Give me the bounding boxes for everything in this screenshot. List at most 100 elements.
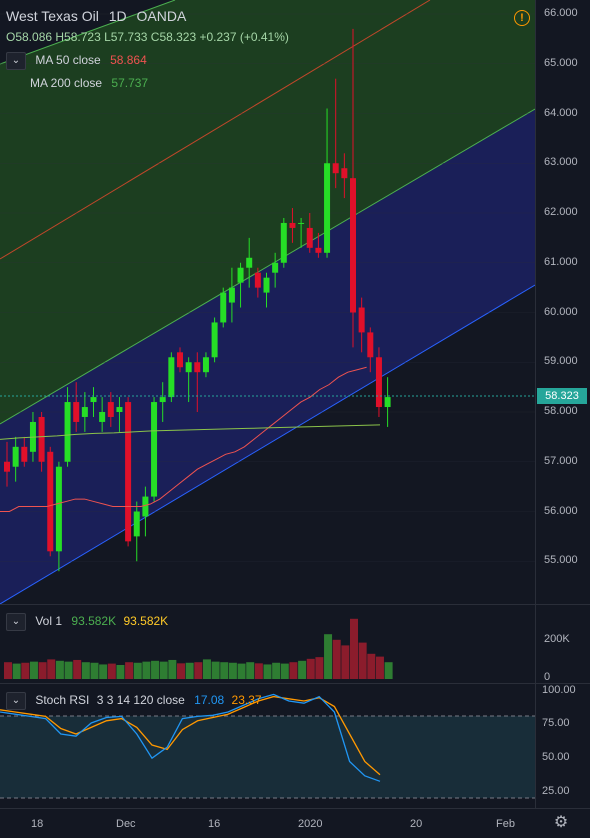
volume-bar [168, 659, 177, 679]
volume-bar [220, 662, 229, 679]
price-axis-label: 64.000 [544, 106, 578, 119]
volume-bar [55, 660, 64, 679]
chevron-down-icon[interactable]: ⌄ [6, 613, 26, 631]
ma200-value: 57.737 [111, 76, 149, 90]
candle [125, 397, 132, 547]
rsi-axis-label: 75.00 [542, 717, 570, 729]
volume-value-1: 93.582K [71, 614, 117, 629]
regression-line [0, 0, 431, 260]
time-axis[interactable]: 18 Dec 16 2020 20 Feb ⚙ [0, 809, 590, 838]
volume-bar [272, 662, 281, 679]
candle-body [332, 163, 339, 174]
candle-body [142, 496, 149, 517]
candle-body [280, 222, 287, 263]
volume-bar [375, 656, 384, 679]
candle-body [384, 397, 391, 408]
candle-body [185, 362, 192, 373]
ma200-line [0, 424, 381, 440]
candle [375, 347, 382, 417]
stoch-rsi-params: 3 3 14 120 close [96, 693, 185, 708]
volume-bar [350, 618, 358, 679]
candle [367, 327, 374, 373]
candle [280, 217, 287, 268]
volume-chart [4, 618, 393, 679]
stoch-rsi-pane[interactable]: ⌄ Stoch RSI 3 3 14 120 close 17.08 23.37 [0, 684, 535, 808]
candle-body [341, 168, 348, 179]
candle-body [116, 407, 123, 412]
alert-icon[interactable]: ! [514, 10, 530, 26]
price-axis-label: 56.000 [544, 504, 578, 517]
price-axis[interactable]: 66.000 65.000 64.000 63.000 62.000 61.000 60.0… [535, 0, 590, 604]
time-label: 20 [410, 818, 423, 830]
volume-bar [47, 659, 56, 679]
candle-body [298, 222, 305, 224]
price-axis-label: 60.000 [544, 305, 578, 318]
price-chart[interactable] [0, 0, 535, 604]
ma200-legend[interactable]: MA 200 close 57.737 [30, 76, 148, 90]
candle [341, 153, 348, 199]
price-axis-label: 63.000 [544, 156, 578, 169]
channel-mid-line [0, 108, 535, 425]
candle [254, 267, 261, 298]
volume-bar [12, 663, 21, 679]
lower-channel-fill [0, 109, 535, 604]
candle [151, 397, 158, 502]
candle-body [358, 307, 365, 333]
candle-body [375, 357, 382, 408]
candle [384, 377, 391, 427]
stoch-rsi-label: Stoch RSI [35, 693, 90, 708]
ma200-label: MA 200 close [30, 76, 103, 90]
candle [81, 392, 88, 432]
candle-body [211, 322, 218, 358]
candle-body [306, 227, 313, 248]
upper-channel-fill [0, 0, 535, 424]
candle-body [254, 272, 261, 288]
symbol-name[interactable]: West Texas Oil [6, 8, 99, 24]
candle-body [55, 466, 62, 552]
volume-axis[interactable]: 200K 0 [535, 605, 590, 683]
candle-body [350, 178, 356, 313]
volume-bar [298, 660, 307, 679]
volume-bar [116, 665, 125, 679]
stoch-k-line [0, 693, 381, 782]
volume-pane[interactable]: ⌄ Vol 1 93.582K 93.582K [0, 605, 535, 683]
candle [99, 397, 106, 432]
candle-body [289, 222, 296, 228]
candle [332, 78, 339, 189]
symbol-header: West Texas Oil 1D OANDA [6, 8, 186, 24]
volume-legend[interactable]: ⌄ Vol 1 93.582K 93.582K [6, 613, 168, 631]
candle [289, 208, 296, 243]
candle [73, 382, 80, 432]
price-axis-label: 55.000 [544, 554, 578, 567]
candle [168, 352, 175, 403]
rsi-band [0, 716, 535, 798]
price-pane[interactable]: West Texas Oil 1D OANDA O58.086 H58.723 … [0, 0, 535, 604]
candle-body [202, 357, 209, 373]
volume-bar [151, 660, 160, 679]
candle [211, 317, 218, 363]
candle-body [125, 402, 132, 542]
candle-body [272, 262, 279, 273]
ma50-legend[interactable]: ⌄ MA 50 close 58.864 [6, 52, 147, 70]
time-label: 18 [31, 818, 44, 830]
candle-body [12, 446, 19, 467]
gear-icon[interactable]: ⚙ [553, 814, 569, 831]
volume-bar [358, 642, 367, 679]
volume-bar [263, 664, 272, 679]
candle-body [220, 292, 227, 323]
volume-bar [384, 662, 393, 679]
chevron-down-icon[interactable]: ⌄ [6, 692, 26, 710]
chevron-down-icon[interactable]: ⌄ [6, 52, 26, 70]
candle [237, 262, 244, 308]
candle-body [64, 402, 71, 462]
volume-bar [73, 659, 82, 679]
candle-body [90, 397, 97, 403]
interval[interactable]: 1D [108, 8, 127, 24]
volume-bar [246, 662, 255, 679]
price-axis-label: 58.000 [544, 405, 578, 417]
stoch-rsi-chart [0, 693, 535, 799]
stoch-rsi-axis[interactable]: 100.00 75.00 50.00 25.00 [535, 684, 590, 808]
stoch-rsi-legend[interactable]: ⌄ Stoch RSI 3 3 14 120 close 17.08 23.37 [6, 692, 262, 710]
candle [185, 357, 192, 403]
volume-bar [90, 662, 99, 679]
